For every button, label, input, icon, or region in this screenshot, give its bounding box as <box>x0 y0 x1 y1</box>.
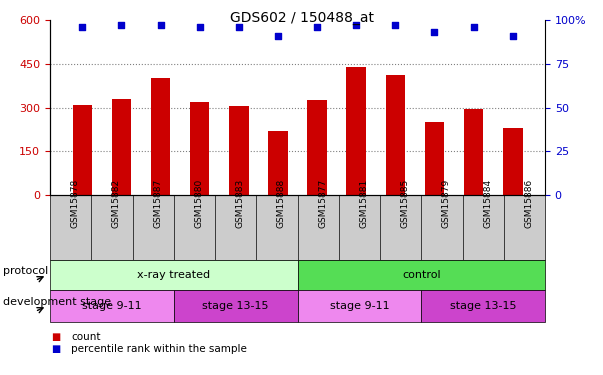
Text: GDS602 / 150488_at: GDS602 / 150488_at <box>230 11 373 25</box>
Bar <box>385 75 405 195</box>
Text: ■: ■ <box>51 344 61 354</box>
Text: stage 13-15: stage 13-15 <box>203 301 269 311</box>
Text: stage 9-11: stage 9-11 <box>330 301 389 311</box>
Text: GSM15879: GSM15879 <box>442 178 451 228</box>
Point <box>352 22 361 28</box>
Text: development stage: development stage <box>3 297 111 307</box>
Text: stage 9-11: stage 9-11 <box>82 301 142 311</box>
Point <box>156 22 165 28</box>
Text: GSM15880: GSM15880 <box>194 178 203 228</box>
Text: GSM15881: GSM15881 <box>359 178 368 228</box>
Text: stage 13-15: stage 13-15 <box>450 301 516 311</box>
Text: control: control <box>402 270 441 280</box>
Text: GSM15885: GSM15885 <box>400 178 409 228</box>
Bar <box>268 131 288 195</box>
Point <box>312 24 322 30</box>
Bar <box>308 100 327 195</box>
Point <box>508 33 517 39</box>
Point <box>273 33 283 39</box>
Bar <box>112 99 131 195</box>
Point <box>77 24 87 30</box>
Text: ■: ■ <box>51 332 61 342</box>
Text: GSM15884: GSM15884 <box>483 178 492 228</box>
Bar <box>151 78 170 195</box>
Text: GSM15882: GSM15882 <box>112 178 121 228</box>
Text: GSM15886: GSM15886 <box>525 178 534 228</box>
Text: percentile rank within the sample: percentile rank within the sample <box>71 344 247 354</box>
Text: GSM15877: GSM15877 <box>318 178 327 228</box>
Point <box>195 24 204 30</box>
Text: GSM15878: GSM15878 <box>71 178 80 228</box>
Bar <box>72 105 92 195</box>
Bar <box>346 67 366 195</box>
Text: count: count <box>71 332 101 342</box>
Bar <box>425 122 444 195</box>
Bar <box>503 128 523 195</box>
Point <box>391 22 400 28</box>
Point <box>116 22 126 28</box>
Text: GSM15888: GSM15888 <box>277 178 286 228</box>
Text: protocol: protocol <box>3 266 48 276</box>
Point <box>234 24 244 30</box>
Text: GSM15887: GSM15887 <box>153 178 162 228</box>
Text: x-ray treated: x-ray treated <box>137 270 210 280</box>
Bar <box>229 106 248 195</box>
Text: GSM15883: GSM15883 <box>236 178 245 228</box>
Bar <box>190 102 209 195</box>
Point <box>469 24 478 30</box>
Point <box>429 29 439 35</box>
Bar <box>464 109 484 195</box>
